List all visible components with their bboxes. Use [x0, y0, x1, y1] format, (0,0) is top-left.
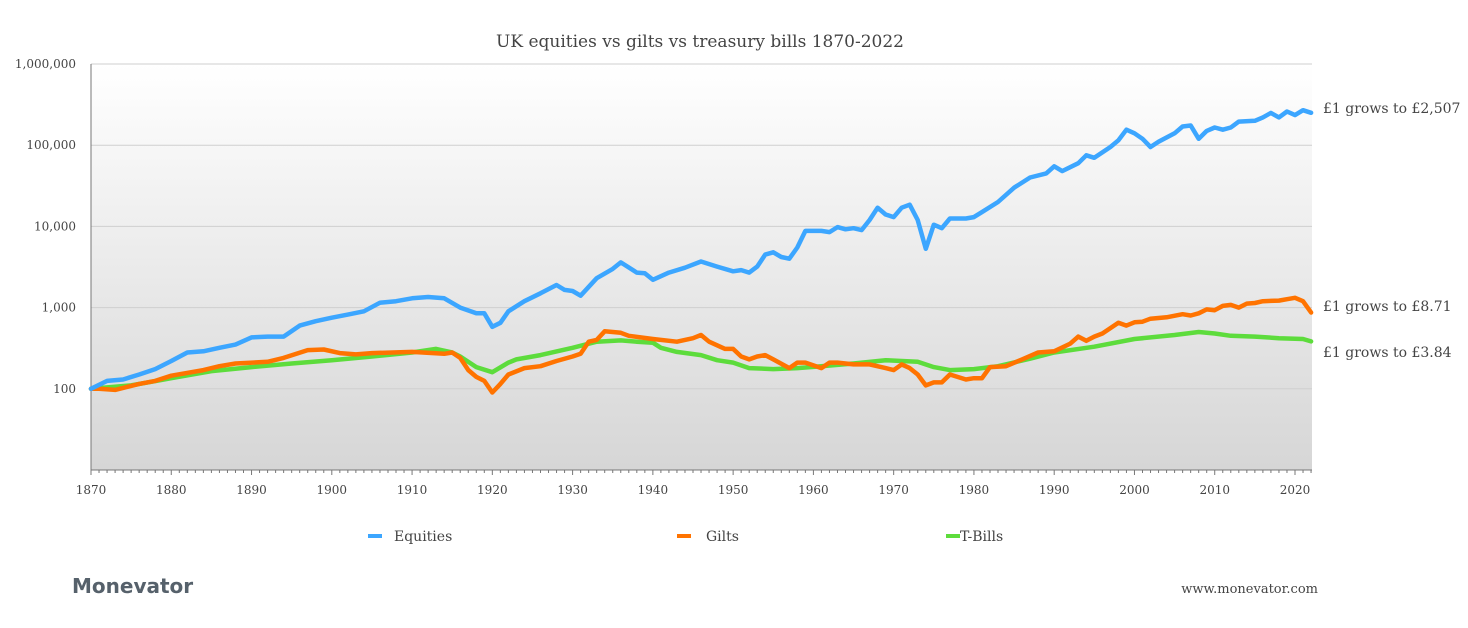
y-tick-label: 1,000,000 [15, 57, 76, 71]
end-label-equities: £1 grows to £2,507 [1323, 101, 1460, 117]
x-tick-label: 2020 [1280, 483, 1311, 497]
x-tick-label: 1910 [397, 483, 428, 497]
chart-title: UK equities vs gilts vs treasury bills 1… [496, 32, 904, 52]
y-tick-label: 100 [53, 382, 76, 396]
legend-label-t-bills: T-Bills [960, 529, 1003, 545]
x-tick-label: 1920 [477, 483, 508, 497]
x-tick-label: 1870 [76, 483, 107, 497]
x-tick-label: 1950 [718, 483, 749, 497]
x-tick-label: 2000 [1119, 483, 1150, 497]
plot-area [91, 64, 1312, 470]
x-tick-label: 1970 [878, 483, 909, 497]
x-tick-label: 1890 [236, 483, 267, 497]
website-url[interactable]: www.monevator.com [1181, 582, 1318, 597]
x-tick-label: 1880 [156, 483, 187, 497]
end-label-gilts: £1 grows to £8.71 [1323, 299, 1452, 315]
x-tick-label: 1990 [1039, 483, 1070, 497]
x-tick-label: 1930 [557, 483, 588, 497]
y-tick-label: 100,000 [26, 138, 76, 152]
series-line-gilts [88, 295, 1314, 395]
series-line-equities [88, 107, 1314, 392]
y-tick-label: 1,000 [42, 301, 76, 315]
x-tick-label: 1980 [959, 483, 990, 497]
x-tick-label: 2010 [1199, 483, 1230, 497]
legend-label-equities: Equities [394, 529, 452, 545]
monevator-logo: Monevator [72, 574, 193, 598]
x-tick-label: 1940 [638, 483, 669, 497]
y-tick-label: 10,000 [34, 219, 76, 233]
x-tick-label: 1900 [317, 483, 348, 497]
x-tick-label: 1960 [798, 483, 829, 497]
legend-label-gilts: Gilts [706, 529, 739, 545]
end-label-t-bills: £1 grows to £3.84 [1323, 345, 1452, 361]
